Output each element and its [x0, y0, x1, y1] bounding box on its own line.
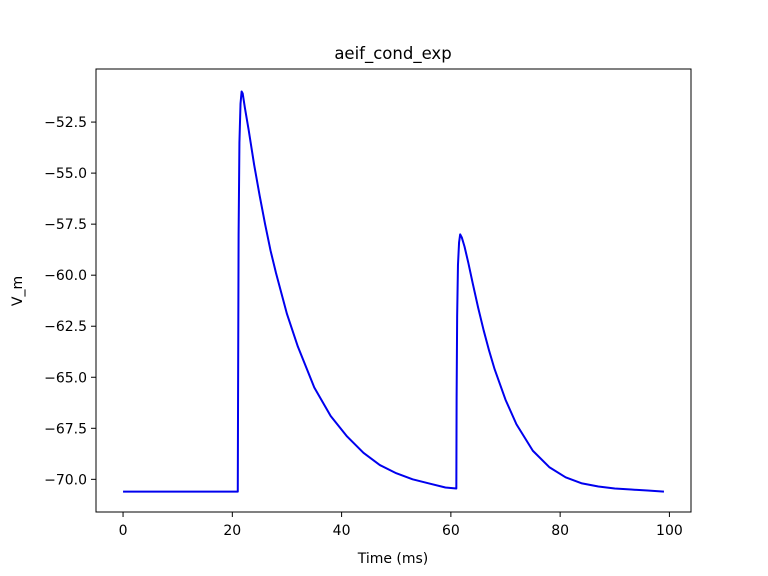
plot-area: [123, 90, 665, 493]
y-tick-label: −67.5: [44, 421, 87, 437]
y-axis-label: V_m: [10, 276, 26, 306]
y-tick-label: −52.5: [44, 115, 87, 131]
y-tick-label: −60.0: [44, 268, 87, 284]
y-tick-label: −70.0: [44, 472, 87, 488]
x-tick-label: 100: [656, 523, 683, 539]
y-tick-label: −57.5: [44, 217, 87, 233]
series-line-0: [123, 90, 665, 493]
y-tick-label: −65.0: [44, 370, 87, 386]
x-axis-label: Time (ms): [357, 551, 429, 567]
axes-frame: [95, 68, 692, 513]
y-tick-label: −62.5: [44, 319, 87, 335]
x-tick-label: 40: [333, 523, 351, 539]
x-tick-label: 20: [223, 523, 241, 539]
x-tick-label: 0: [119, 523, 128, 539]
axis-ticks: 0 20 40 60 80 100 −70.0 −67.5 −65.0 −62.5 −60.0 −57…: [44, 115, 683, 539]
y-tick-label: −55.0: [44, 166, 87, 182]
x-tick-label: 60: [442, 523, 460, 539]
x-tick-label: 80: [551, 523, 569, 539]
chart-title: aeif_cond_exp: [334, 44, 451, 64]
